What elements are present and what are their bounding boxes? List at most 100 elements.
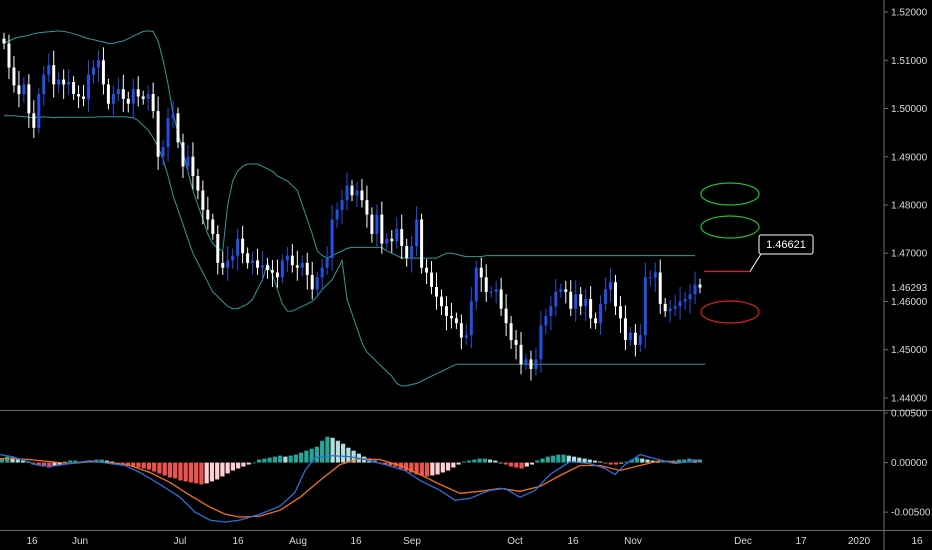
macd-histogram-bar <box>383 462 388 465</box>
macd-tick-label: 0.00000 <box>891 458 928 469</box>
macd-histogram-bar <box>503 462 508 465</box>
candle-body <box>57 79 61 85</box>
macd-histogram-bar <box>325 436 330 463</box>
macd-histogram-bar <box>456 462 461 465</box>
macd-histogram-bar <box>587 459 592 463</box>
macd-histogram-bar <box>682 459 687 463</box>
candle-body <box>693 284 697 295</box>
candle-body <box>335 209 339 220</box>
candle-body <box>256 260 260 268</box>
macd-histogram-bar <box>110 461 115 463</box>
candle-body <box>633 332 637 345</box>
time-tick-label: 16 <box>567 536 579 547</box>
macd-histogram-bar <box>634 457 640 463</box>
candle-body <box>628 332 632 341</box>
macd-histogram-bar <box>508 462 514 467</box>
macd-histogram-bar <box>424 462 430 477</box>
candle-body <box>469 301 473 336</box>
candle-body <box>196 176 200 191</box>
candle-body <box>519 344 523 365</box>
macd-histogram-bar <box>487 459 493 463</box>
macd-histogram-bar <box>152 462 157 472</box>
candle-body <box>82 96 86 99</box>
macd-histogram-bar <box>613 462 619 465</box>
candle-body <box>221 262 225 268</box>
macd-histogram-bar <box>162 462 167 476</box>
candle-body <box>310 274 314 290</box>
macd-histogram-bar <box>230 462 236 471</box>
candle-body <box>280 260 284 278</box>
macd-histogram-bar <box>41 462 47 467</box>
macd-histogram-bar <box>215 462 220 480</box>
time-tick-label: Jul <box>174 536 187 547</box>
macd-histogram-bar <box>136 462 141 468</box>
candle-body <box>32 113 36 128</box>
candle-body <box>236 238 240 256</box>
candle-body <box>201 190 205 210</box>
candle-body <box>380 214 384 244</box>
macd-histogram-bar <box>20 460 26 463</box>
macd-histogram-bar <box>341 443 346 463</box>
macd-histogram-bar <box>498 462 503 464</box>
macd-histogram-bar <box>514 462 519 468</box>
macd-histogram-bar <box>661 461 666 463</box>
macd-histogram-bar <box>173 462 178 479</box>
macd-histogram-bar <box>493 460 498 463</box>
macd-histogram-bar <box>445 462 451 471</box>
candle-body <box>425 267 429 273</box>
macd-histogram-bar <box>346 447 351 463</box>
red-oval-annotation <box>700 300 760 324</box>
macd-histogram-bar <box>640 458 645 463</box>
last-price-label: 1.46293 <box>891 283 928 294</box>
macd-histogram-bar <box>52 462 57 466</box>
macd-histogram-bar <box>629 459 634 463</box>
macd-histogram-bar <box>571 456 577 463</box>
macd-histogram-bar <box>236 462 241 469</box>
macd-histogram-bar <box>204 462 209 484</box>
macd-histogram-bar <box>550 455 556 463</box>
candle-body <box>270 270 274 273</box>
macd-histogram-bar <box>131 462 136 467</box>
candle-body <box>579 294 583 307</box>
macd-histogram-bar <box>330 437 335 463</box>
candle-body <box>141 96 145 99</box>
macd-histogram-bar <box>535 460 540 463</box>
candle-body <box>604 289 608 304</box>
macd-histogram-bar <box>251 462 257 464</box>
candle-body <box>320 267 324 278</box>
time-tick-label: Aug <box>289 536 307 547</box>
macd-histogram-bar <box>409 462 414 473</box>
price-tick-label: 1.51000 <box>891 56 928 67</box>
macd-histogram-bar <box>183 462 188 482</box>
macd-histogram-bar <box>309 448 314 463</box>
macd-histogram-bar <box>440 462 445 473</box>
macd-histogram-bar <box>188 462 194 483</box>
macd-histogram-bar <box>47 462 52 468</box>
candle-body <box>648 277 652 279</box>
candle-body <box>435 287 439 297</box>
macd-histogram-bar <box>246 462 251 465</box>
candle-body <box>7 43 11 68</box>
macd-histogram-bar <box>650 460 655 463</box>
candle-body <box>47 65 51 75</box>
macd-histogram-bar <box>304 450 309 463</box>
price-tick-label: 1.45000 <box>891 345 928 356</box>
candle-body <box>459 323 463 338</box>
candle-body <box>285 255 289 261</box>
candle-body <box>265 265 269 271</box>
macd-histogram-bar <box>351 450 356 463</box>
candle-body <box>22 84 26 95</box>
candle-body <box>37 94 41 128</box>
candle-body <box>42 74 46 95</box>
time-tick-label: 2020 <box>848 536 871 547</box>
candle-body <box>494 289 498 292</box>
bollinger-lower-band <box>4 115 705 387</box>
candle-body <box>489 291 493 293</box>
candle-body <box>499 289 503 309</box>
candle-body <box>524 359 528 365</box>
candle-body <box>653 272 657 278</box>
callout-pointer <box>749 253 762 272</box>
price-tick-label: 1.52000 <box>891 8 928 19</box>
candle-body <box>340 200 344 210</box>
